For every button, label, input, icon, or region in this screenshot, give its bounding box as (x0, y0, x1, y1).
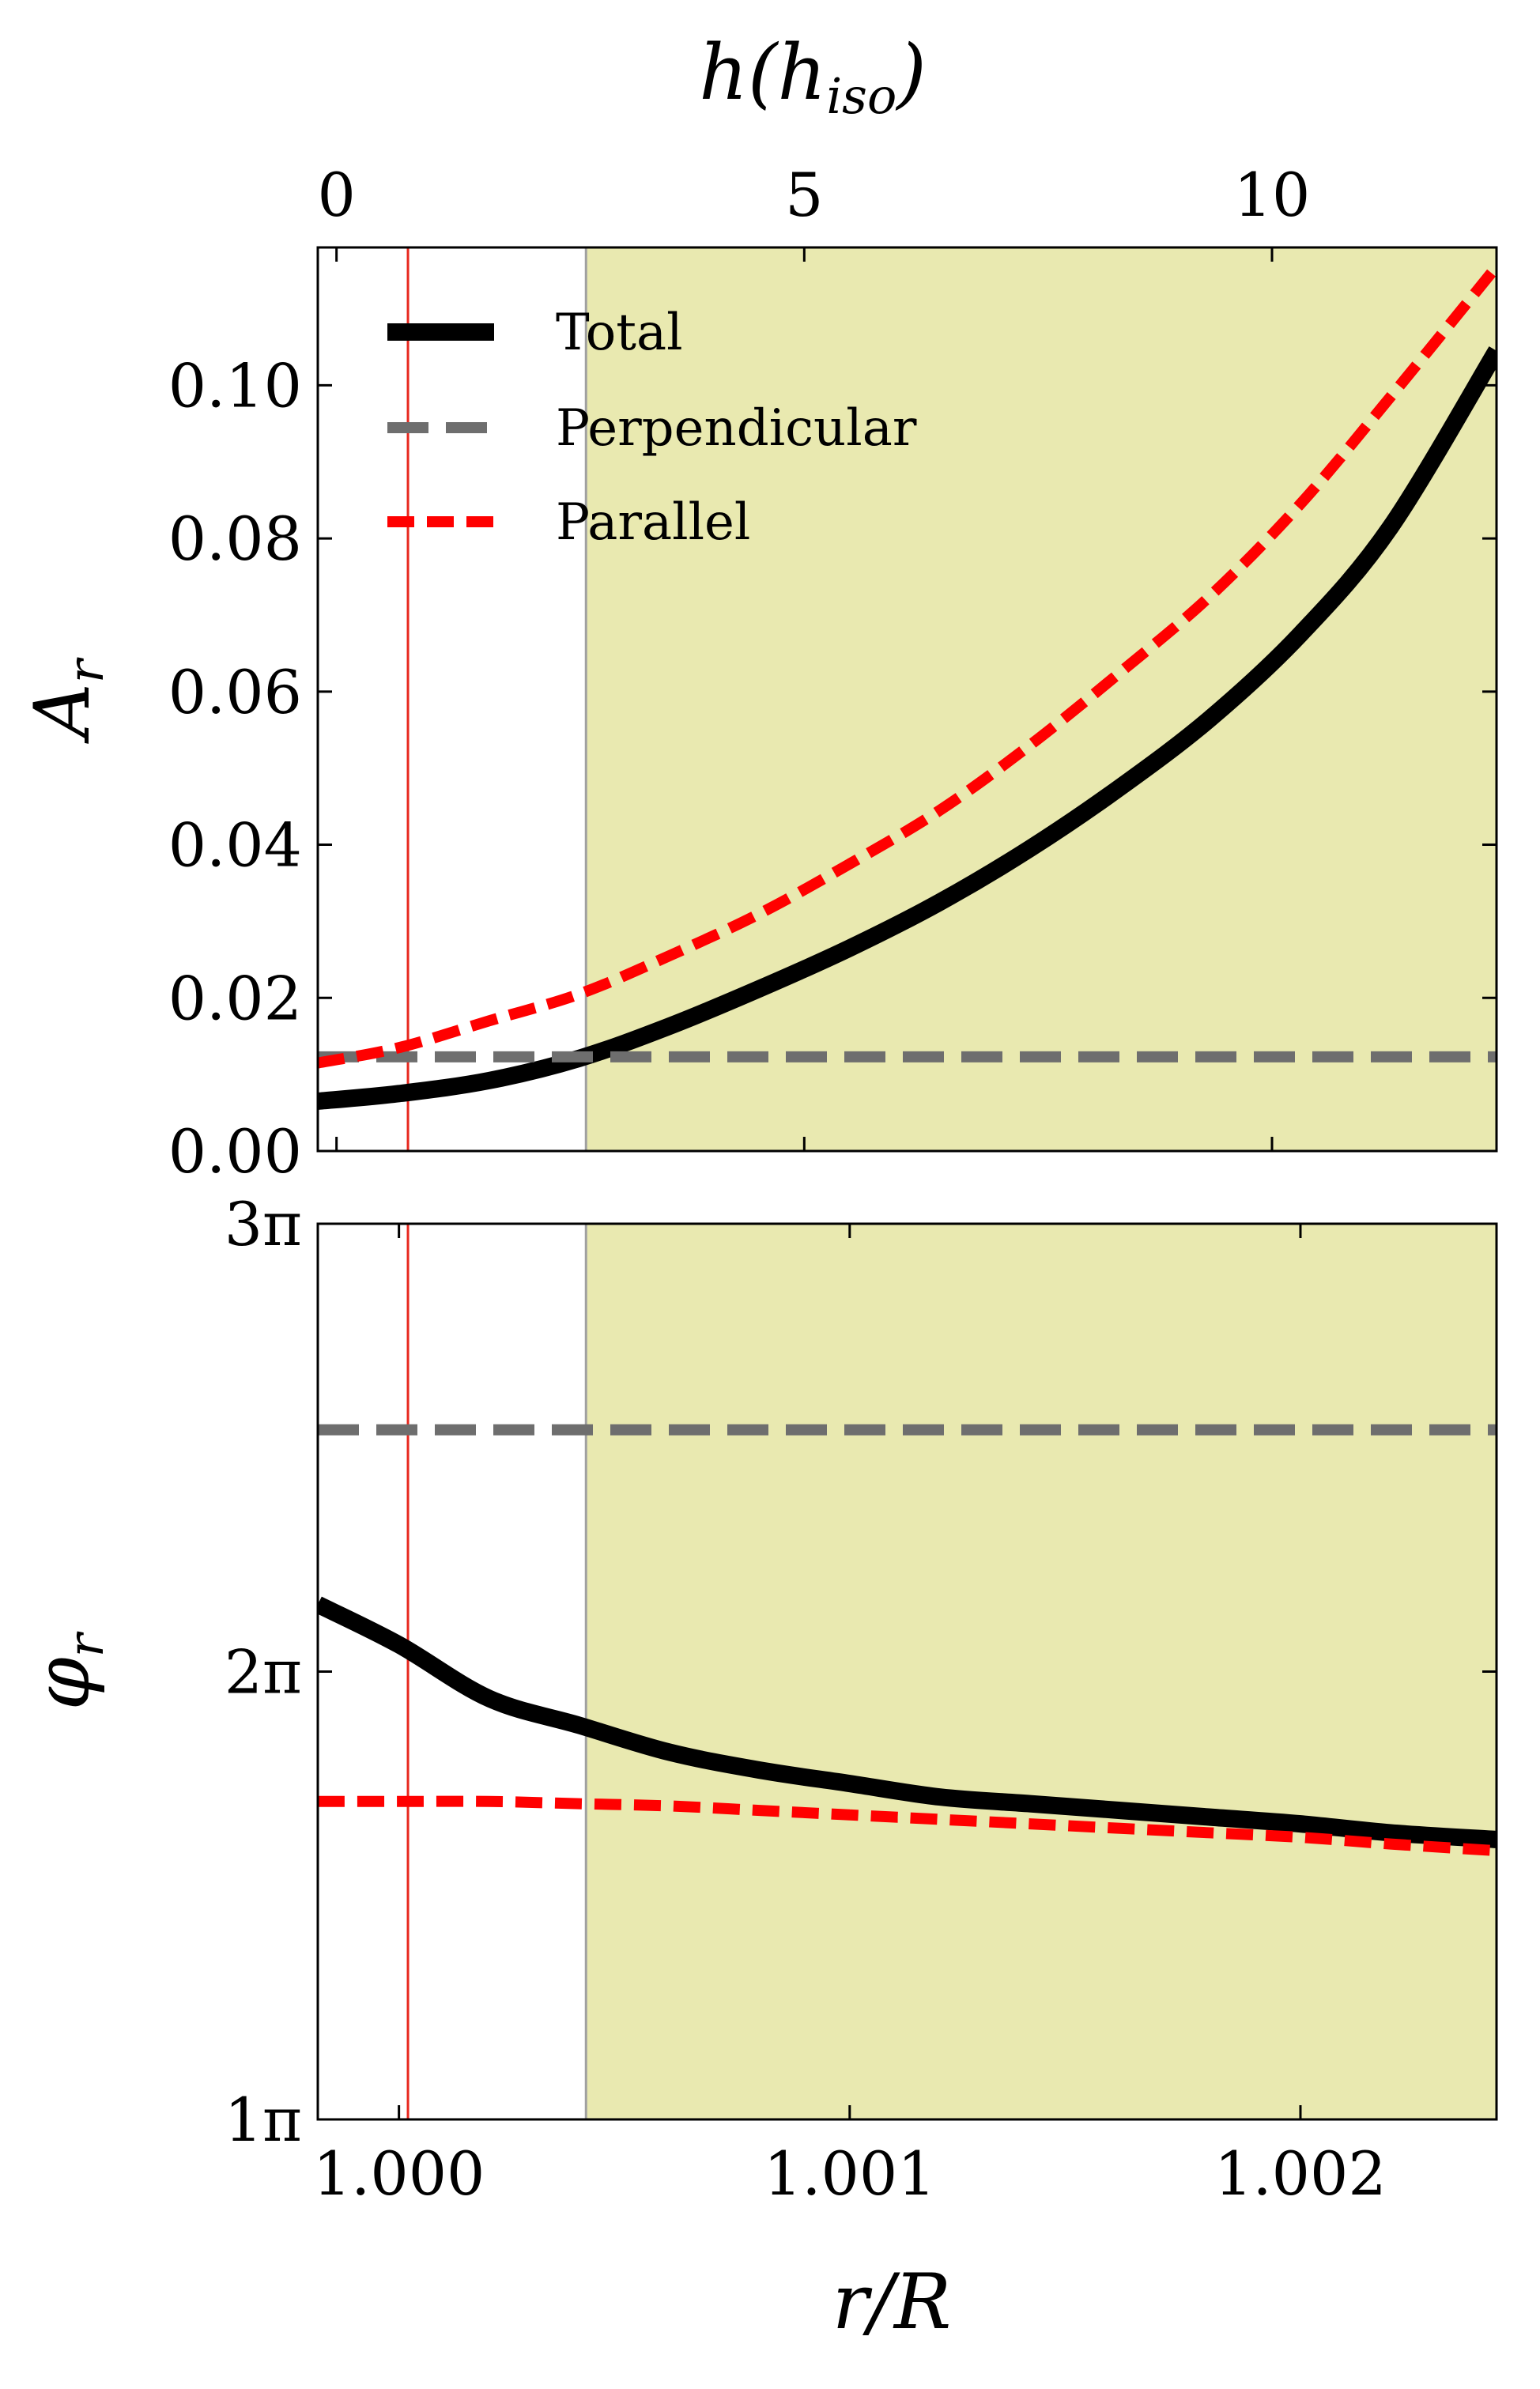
bottom-xtick-label: 1.000 (313, 2138, 485, 2209)
bottom-panel: 1π 2π 3π 1.000 1.001 1.002 r/R φr (18, 1189, 1498, 2346)
legend-label-total: Total (556, 304, 683, 362)
top-shaded-region (586, 247, 1497, 1151)
legend-label-perpendicular: Perpendicular (556, 399, 917, 458)
top-panel: 0.000.020.040.060.080.100 5 10 h(hiso) Ar … (18, 28, 1498, 1187)
top-x-axis-label: h(hiso) (699, 28, 927, 125)
top-series-total (318, 346, 1497, 1110)
bottom-shaded-region (586, 1224, 1497, 2119)
legend-label-parallel: Parallel (556, 493, 750, 552)
top-ytick-label: 0.04 (168, 810, 302, 881)
bottom-ticks: 1π 2π 3π 1.000 1.001 1.002 (225, 1189, 1497, 2209)
legend: Total Perpendicular Parallel (387, 304, 917, 552)
top-ytick-label: 0.06 (168, 657, 302, 727)
top-top-xtick-label: 5 (785, 160, 823, 230)
top-top-xtick-label: 10 (1234, 160, 1311, 230)
top-plot-background (586, 247, 1497, 1151)
top-ytick-label: 0.00 (168, 1116, 302, 1187)
bottom-xtick-label: 1.002 (1214, 2138, 1387, 2209)
top-series-layer (318, 262, 1497, 1110)
top-ytick-label: 0.08 (168, 504, 302, 574)
bottom-series-parallel (318, 1795, 1497, 1857)
bottom-ytick-label: 3π (225, 1189, 302, 1259)
bottom-series-total (318, 1596, 1497, 1848)
bottom-ytick-label: 1π (225, 2085, 302, 2155)
bottom-y-axis-label: φr (18, 1631, 115, 1710)
bottom-x-axis-label: r/R (832, 2258, 952, 2346)
top-series-parallel (318, 262, 1497, 1069)
bottom-plot-background (586, 1224, 1497, 2119)
bottom-ytick-label: 2π (225, 1637, 302, 1708)
top-ytick-label: 0.02 (168, 963, 302, 1033)
top-y-axis-label: Ar (18, 657, 115, 744)
bottom-xtick-label: 1.001 (764, 2138, 936, 2209)
bottom-series-layer (318, 1424, 1497, 1857)
top-vertical-lines (406, 247, 587, 1151)
top-ticks: 0.00 0.02 0.04 0.06 0.08 0.10 0 5 10 (168, 160, 1497, 1187)
top-ytick-label: 0.10 (168, 350, 302, 421)
top-top-xtick-label: 0 (317, 160, 355, 230)
bottom-vertical-lines (406, 1224, 587, 2119)
top-axes-frame (316, 246, 1498, 1153)
